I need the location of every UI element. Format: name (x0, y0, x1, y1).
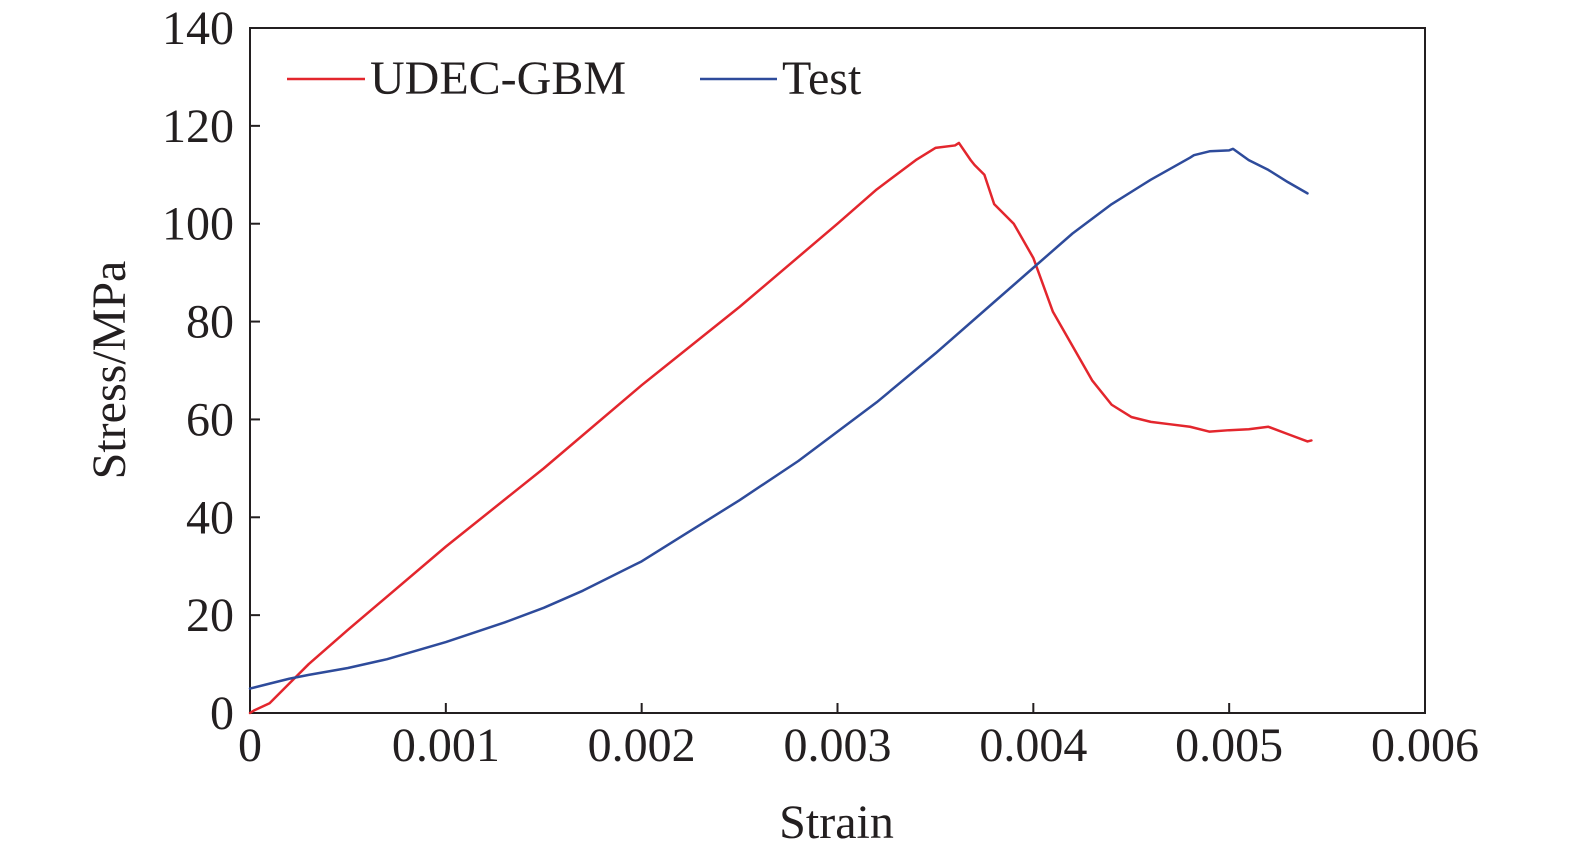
series-line-udec-gbm (248, 141, 1313, 715)
plot-frame (249, 27, 1426, 714)
x-tick-label: 0.002 (588, 719, 696, 772)
y-tick-label: 20 (186, 589, 234, 642)
legend-label-test: Test (782, 52, 862, 105)
y-tick-label: 60 (186, 393, 234, 446)
x-tick-label: 0.004 (979, 719, 1087, 772)
x-tick-label: 0 (238, 719, 262, 772)
x-tick-label: 0.001 (392, 719, 500, 772)
x-tick-label: 0.006 (1371, 719, 1479, 772)
y-tick-label: 140 (162, 2, 234, 55)
y-tick-label: 40 (186, 491, 234, 544)
y-tick-label: 0 (210, 687, 234, 740)
x-tick-label: 0.003 (784, 719, 892, 772)
y-tick-label: 80 (186, 296, 234, 349)
x-axis-title: Strain (779, 796, 894, 844)
y-tick-label: 100 (162, 198, 234, 251)
series-line-test (248, 147, 1309, 690)
x-tick-label: 0.005 (1175, 719, 1283, 772)
legend-label-udec-gbm: UDEC-GBM (370, 52, 626, 105)
y-tick-label: 120 (162, 100, 234, 153)
y-axis-title: Stress/MPa (83, 261, 136, 480)
